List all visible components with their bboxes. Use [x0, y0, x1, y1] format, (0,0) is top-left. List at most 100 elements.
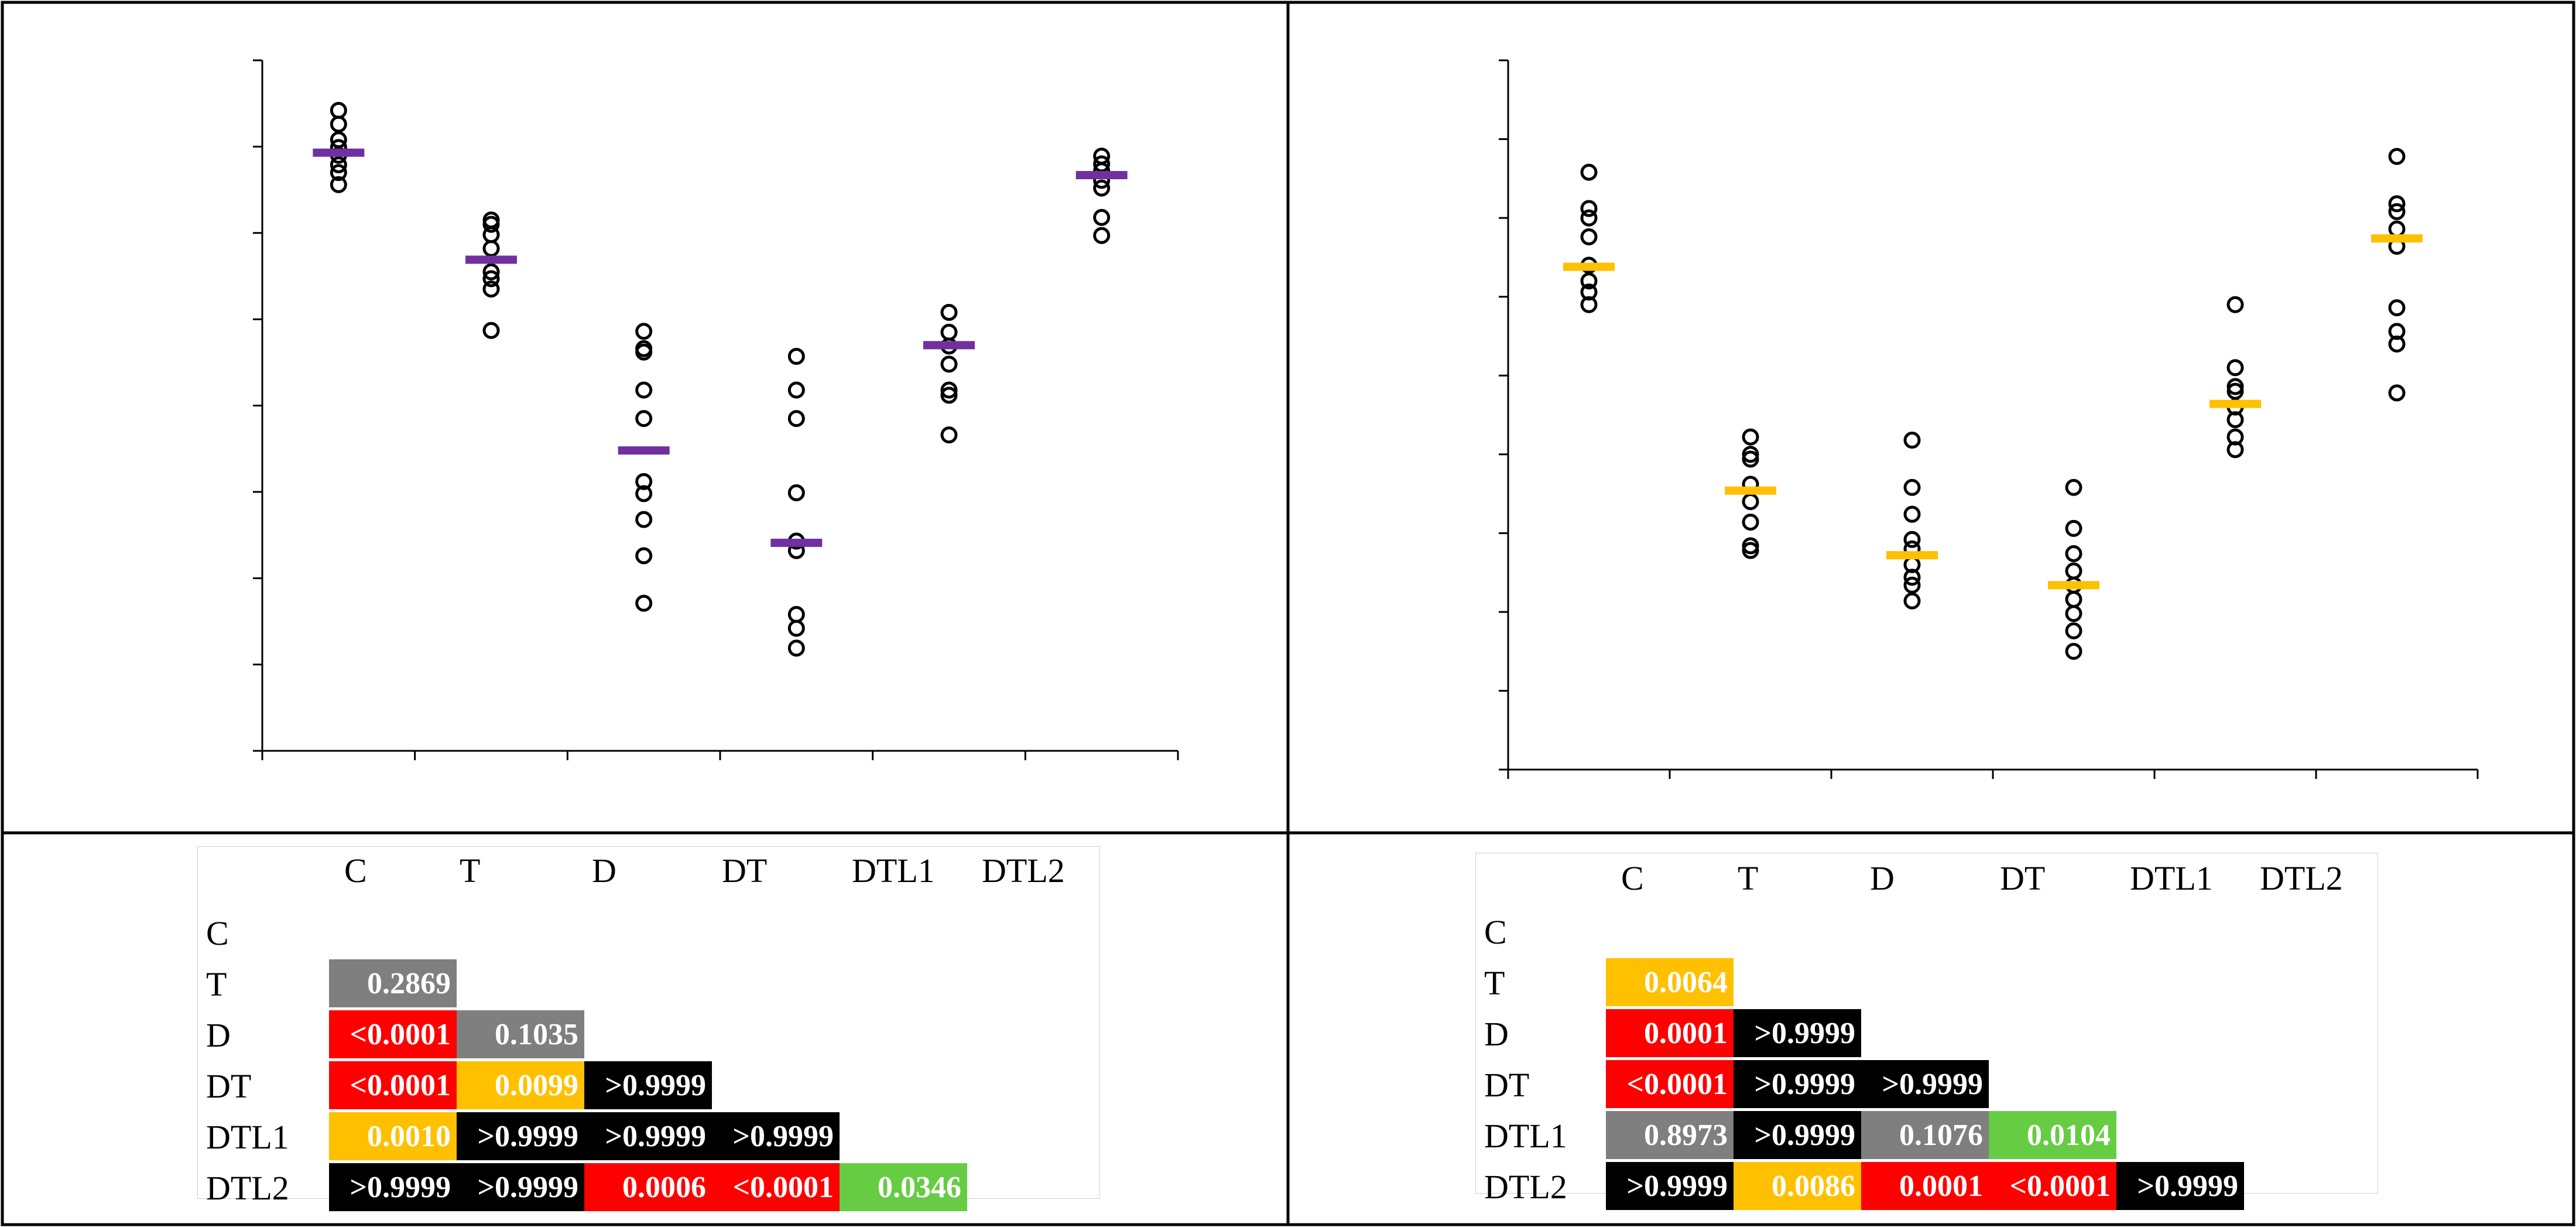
data-point — [940, 303, 958, 321]
data-point — [482, 263, 500, 281]
mean-marker — [1886, 551, 1938, 560]
data-point — [2388, 384, 2406, 402]
data-point — [2065, 622, 2082, 640]
table-row-header: DT — [206, 1067, 252, 1105]
p-value-cell: >0.9999 — [457, 1163, 584, 1211]
data-point — [2065, 590, 2082, 608]
data-point — [2388, 335, 2406, 353]
p-value-cell: >0.9999 — [584, 1112, 712, 1160]
mean-marker — [1725, 486, 1776, 495]
table-row-header: DT — [1484, 1066, 1530, 1104]
data-point — [482, 226, 500, 244]
p-value-cell: >0.9999 — [1606, 1162, 1734, 1210]
p-value-cell: >0.9999 — [1734, 1060, 1861, 1108]
data-point — [940, 381, 958, 399]
table-col-header: C — [1621, 859, 1644, 897]
data-point — [635, 485, 653, 503]
table-row-header: DTL2 — [1484, 1168, 1567, 1206]
table-col-header: T — [1738, 859, 1759, 897]
data-point — [1580, 209, 1598, 227]
p-value-cell: >0.9999 — [457, 1112, 584, 1160]
table-col-header: DT — [722, 852, 768, 890]
data-point — [2226, 441, 2244, 459]
table-row-header: DTL1 — [1484, 1117, 1567, 1155]
data-point — [635, 381, 653, 399]
p-value-cell: 0.0001 — [1606, 1009, 1734, 1057]
data-point — [940, 426, 958, 444]
mean-marker — [1563, 262, 1615, 271]
p-value-cell: 0.0104 — [1989, 1111, 2116, 1159]
p-value-cell: 0.0010 — [329, 1112, 457, 1160]
mean-marker — [2371, 234, 2423, 243]
mean-marker — [313, 148, 365, 157]
data-point — [635, 410, 653, 428]
table-col-header: DTL1 — [2130, 859, 2213, 897]
p-value-cell: >0.9999 — [2116, 1162, 2244, 1210]
data-point — [1903, 432, 1921, 449]
data-point — [787, 606, 805, 623]
data-point — [2388, 203, 2406, 220]
p-value-cell: <0.0001 — [329, 1061, 457, 1109]
table-col-header: D — [592, 852, 616, 890]
p-value-cell: 0.0099 — [457, 1061, 584, 1109]
p-value-cell: 0.2869 — [329, 959, 457, 1007]
data-point — [1093, 179, 1111, 197]
data-point — [1580, 200, 1598, 217]
data-point — [635, 473, 653, 490]
data-point — [2226, 411, 2244, 429]
data-point — [940, 356, 958, 373]
data-point — [1093, 155, 1111, 173]
data-point — [787, 620, 805, 637]
data-point — [2226, 359, 2244, 377]
data-point — [330, 101, 347, 119]
data-point — [635, 594, 653, 612]
data-point — [2065, 605, 2082, 623]
data-point — [330, 115, 347, 133]
data-point — [482, 216, 500, 233]
p-value-cell: 0.1076 — [1861, 1111, 1989, 1159]
data-point — [2226, 382, 2244, 400]
data-point — [2226, 296, 2244, 313]
mean-marker — [1075, 171, 1128, 180]
data-point — [1903, 592, 1921, 610]
p-value-cell: 0.0346 — [840, 1163, 967, 1211]
data-point — [482, 240, 500, 257]
data-point — [2388, 299, 2406, 317]
table-col-header: C — [344, 852, 367, 890]
mean-marker — [465, 255, 517, 264]
p-value-cell: <0.0001 — [1989, 1162, 2116, 1210]
p-value-cell: 0.0006 — [584, 1163, 712, 1211]
mean-marker — [2210, 399, 2261, 408]
data-point — [2065, 642, 2082, 660]
data-point — [1742, 513, 1759, 531]
p-value-cell: 0.0086 — [1734, 1162, 1861, 1210]
data-point — [2388, 148, 2406, 165]
table-col-header: DTL2 — [2260, 859, 2343, 897]
thiol-pvalue-table: C T D DT DTL1 DTL2 C T 0.0064 D 0.0001 >0.9999 DT <0.… — [1475, 853, 2378, 1210]
data-point — [787, 381, 805, 399]
data-point — [787, 347, 805, 365]
p-value-cell: <0.0001 — [1606, 1060, 1734, 1108]
data-point — [330, 164, 347, 182]
data-point — [482, 270, 500, 288]
p-value-cell: 0.8973 — [1606, 1111, 1734, 1159]
thiol-chart — [1499, 59, 2479, 779]
data-point — [635, 323, 653, 340]
table-col-header: DTL2 — [982, 852, 1065, 890]
data-point — [1903, 505, 1921, 523]
p-value-cell: >0.9999 — [712, 1112, 840, 1160]
table-col-header: D — [1870, 859, 1895, 897]
data-point — [2388, 220, 2406, 238]
table-col-header: DTL1 — [852, 852, 935, 890]
table-row-header: T — [1484, 964, 1505, 1002]
data-point — [482, 322, 500, 339]
mean-marker — [770, 538, 823, 547]
table-row-header: C — [206, 914, 229, 952]
table-row-header: DTL2 — [206, 1169, 289, 1207]
table-row-header: D — [206, 1016, 231, 1054]
data-point — [787, 640, 805, 657]
data-point — [2065, 519, 2082, 537]
data-point — [1903, 479, 1921, 496]
p-value-cell: >0.9999 — [1734, 1009, 1861, 1057]
